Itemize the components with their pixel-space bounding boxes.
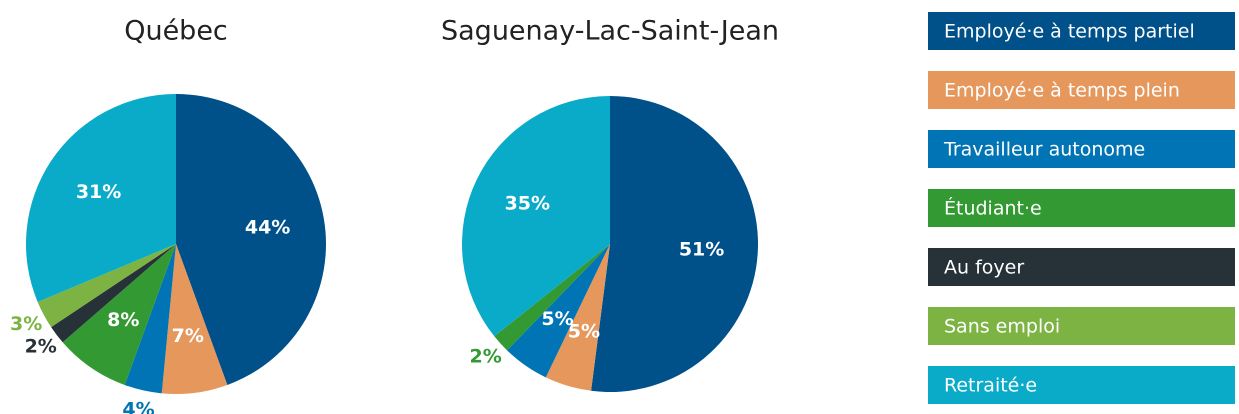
- legend-swatch: [928, 71, 1235, 109]
- data-label: 35%: [505, 193, 550, 215]
- data-label: 5%: [541, 308, 573, 330]
- legend-swatch: [928, 130, 1235, 168]
- pie-slice: [25, 93, 176, 302]
- legend-label: Au foyer: [944, 257, 1024, 279]
- chart-title: Québec: [124, 16, 228, 47]
- data-label: 51%: [679, 238, 724, 260]
- legend-label: Retraité·e: [944, 375, 1037, 397]
- pie-slice: [37, 244, 177, 328]
- pie-slice: [494, 244, 610, 351]
- data-label: 2%: [25, 335, 57, 357]
- pie-slice: [545, 244, 610, 391]
- legend-swatch: [928, 248, 1235, 286]
- legend-swatch: [928, 12, 1235, 50]
- pie-slice: [176, 94, 326, 385]
- pie-slice: [51, 244, 177, 343]
- pie-slice: [591, 96, 759, 393]
- pie-slice: [161, 244, 228, 395]
- pie-slice: [462, 96, 610, 337]
- pie-slice: [507, 244, 610, 378]
- pie-slice: [62, 244, 176, 385]
- legend-label: Sans emploi: [944, 316, 1060, 338]
- legend-label: Employé·e à temps partiel: [944, 21, 1195, 43]
- legend-swatch: [928, 307, 1235, 345]
- data-label: 4%: [122, 398, 154, 414]
- legend-swatch: [928, 366, 1235, 404]
- data-label: 31%: [76, 181, 121, 203]
- pie-slice: [124, 244, 176, 394]
- legend-label: Employé·e à temps plein: [944, 80, 1180, 102]
- legend-swatch: [928, 189, 1235, 227]
- data-label: 7%: [172, 325, 204, 347]
- legend-label: Étudiant·e: [944, 197, 1042, 220]
- chart-title: Saguenay-Lac-Saint-Jean: [441, 16, 779, 47]
- data-label: 3%: [10, 313, 42, 335]
- data-label: 2%: [470, 345, 502, 367]
- data-label: 8%: [107, 309, 139, 331]
- data-label: 5%: [568, 320, 600, 342]
- data-label: 44%: [245, 216, 290, 238]
- legend-label: Travailleur autonome: [943, 139, 1145, 161]
